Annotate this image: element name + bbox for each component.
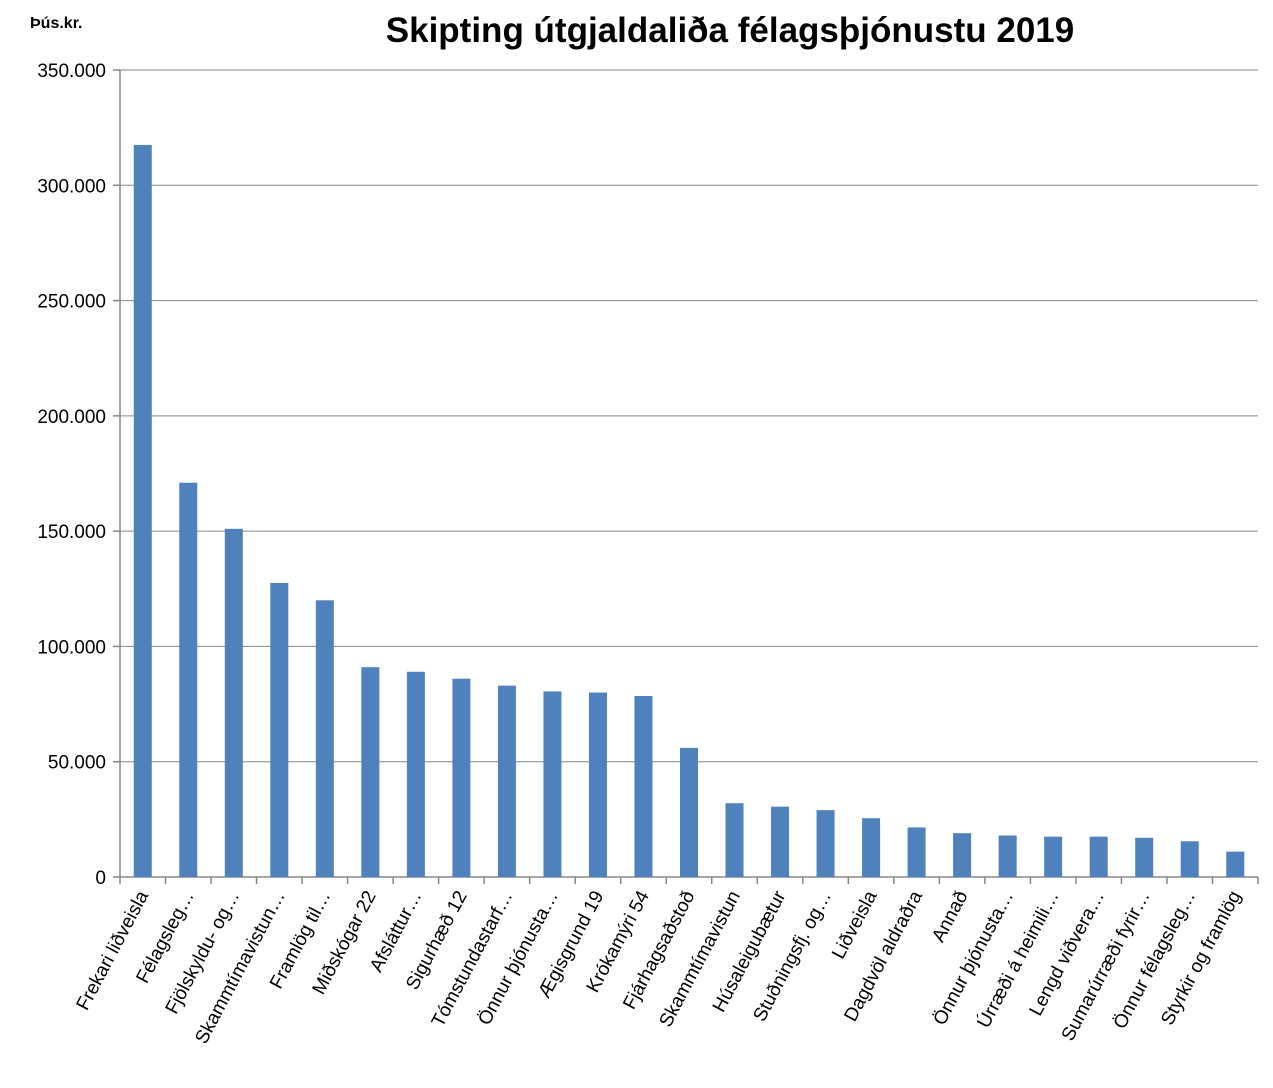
bar (1044, 836, 1063, 877)
bar (953, 833, 972, 877)
y-tick-label: 50.000 (48, 753, 106, 774)
bar (1226, 851, 1245, 877)
bar (771, 806, 790, 877)
x-tick-label: Önnur félagsleg… (1110, 887, 1200, 1032)
bar (588, 692, 607, 877)
bar (725, 803, 744, 877)
bar (361, 667, 380, 877)
y-axis-label: Þús.kr. (30, 15, 82, 32)
bar (998, 835, 1017, 877)
bar (1180, 841, 1199, 877)
x-tick-label: Frekari liðveisla (73, 887, 154, 1014)
x-tick-label: Úrræði á heimili… (973, 887, 1064, 1032)
bar (270, 583, 289, 877)
bar (816, 810, 835, 877)
y-tick-label: 200.000 (37, 407, 106, 428)
bar (680, 747, 698, 877)
bar (862, 818, 881, 877)
y-tick-label: 350.000 (37, 61, 106, 82)
bar (133, 144, 152, 877)
bar (634, 696, 653, 877)
x-tick-label: Annað (928, 887, 972, 945)
y-tick-label: 250.000 (37, 292, 106, 313)
y-tick-label: 300.000 (37, 176, 106, 197)
bar (179, 482, 198, 877)
bar (452, 678, 471, 877)
y-tick-label: 0 (95, 868, 106, 889)
bar (1089, 836, 1108, 877)
chart-title: Skipting útgjaldaliða félagsþjónustu 201… (386, 11, 1074, 50)
bar (543, 691, 562, 877)
bar (497, 685, 516, 877)
bar (1135, 837, 1154, 877)
bar (315, 600, 334, 877)
y-tick-label: 100.000 (37, 637, 106, 658)
bar (406, 671, 425, 877)
bar (907, 827, 926, 877)
y-tick-label: 150.000 (37, 522, 106, 543)
bar (224, 528, 243, 877)
